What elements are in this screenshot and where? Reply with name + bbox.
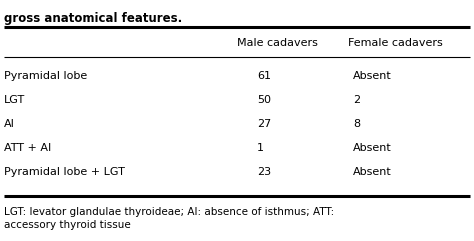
Text: accessory thyroid tissue: accessory thyroid tissue: [4, 220, 131, 230]
Text: Absent: Absent: [354, 143, 392, 153]
Text: Pyramidal lobe + LGT: Pyramidal lobe + LGT: [4, 167, 125, 177]
Text: ATT + AI: ATT + AI: [4, 143, 51, 153]
Text: Absent: Absent: [354, 71, 392, 81]
Text: Female cadavers: Female cadavers: [348, 38, 443, 48]
Text: 1: 1: [257, 143, 264, 153]
Text: gross anatomical features.: gross anatomical features.: [4, 12, 182, 25]
Text: 8: 8: [354, 119, 361, 129]
Text: LGT: LGT: [4, 95, 25, 105]
Text: 2: 2: [354, 95, 361, 105]
Text: Male cadavers: Male cadavers: [237, 38, 318, 48]
Text: 61: 61: [257, 71, 271, 81]
Text: Pyramidal lobe: Pyramidal lobe: [4, 71, 87, 81]
Text: Absent: Absent: [354, 167, 392, 177]
Text: AI: AI: [4, 119, 15, 129]
Text: LGT: levator glandulae thyroideae; AI: absence of isthmus; ATT:: LGT: levator glandulae thyroideae; AI: a…: [4, 207, 334, 217]
Text: 27: 27: [257, 119, 271, 129]
Text: 50: 50: [257, 95, 271, 105]
Text: 23: 23: [257, 167, 271, 177]
